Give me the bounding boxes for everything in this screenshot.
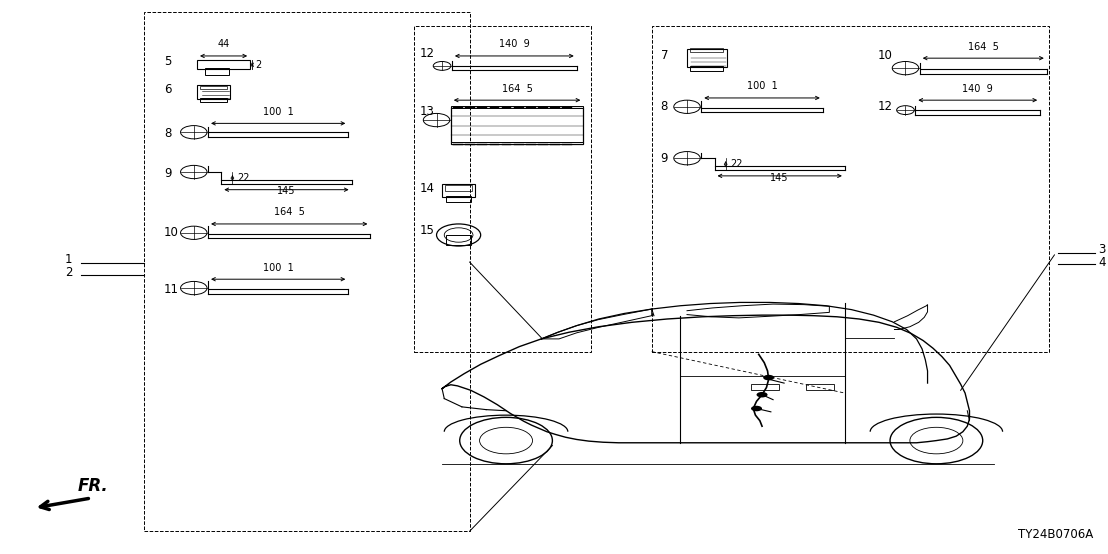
Bar — [197, 85, 230, 99]
Text: 13: 13 — [420, 105, 434, 117]
Circle shape — [757, 392, 768, 397]
Circle shape — [751, 406, 762, 411]
Text: TY24B0706A: TY24B0706A — [1018, 528, 1094, 541]
Text: 14: 14 — [420, 182, 435, 195]
Text: 145: 145 — [770, 172, 789, 182]
Text: 22: 22 — [730, 159, 742, 170]
Bar — [447, 235, 471, 245]
Bar — [751, 384, 779, 390]
Text: 11: 11 — [164, 283, 179, 296]
Bar — [690, 66, 724, 71]
Bar — [144, 12, 470, 531]
Text: 1: 1 — [64, 253, 72, 266]
Text: 7: 7 — [660, 49, 668, 63]
Bar — [414, 25, 591, 352]
Bar — [807, 384, 833, 390]
Text: 22: 22 — [237, 173, 249, 183]
Bar — [201, 98, 227, 102]
Bar — [687, 49, 727, 67]
Text: 3: 3 — [1099, 243, 1106, 257]
Text: 15: 15 — [420, 224, 434, 237]
Text: 8: 8 — [164, 127, 172, 140]
Bar — [201, 86, 227, 89]
Text: 164  5: 164 5 — [274, 207, 305, 217]
Text: 100  1: 100 1 — [263, 263, 294, 273]
Text: 164  5: 164 5 — [968, 42, 998, 52]
Bar — [690, 48, 724, 52]
Text: 100  1: 100 1 — [263, 107, 294, 117]
Text: 9: 9 — [660, 152, 668, 165]
Text: 10: 10 — [164, 226, 178, 239]
Text: 10: 10 — [878, 49, 893, 63]
Text: 140  9: 140 9 — [963, 84, 993, 94]
Text: 5: 5 — [164, 55, 172, 68]
Text: 6: 6 — [164, 83, 172, 96]
Bar — [197, 60, 250, 69]
Text: 12: 12 — [420, 47, 435, 60]
Text: 4: 4 — [1099, 255, 1106, 269]
Text: 2: 2 — [64, 265, 72, 279]
Bar — [451, 107, 583, 145]
Text: 12: 12 — [878, 100, 893, 114]
Bar — [205, 68, 229, 75]
Text: 44: 44 — [217, 39, 229, 49]
Text: 140  9: 140 9 — [499, 39, 530, 49]
Circle shape — [763, 375, 774, 381]
Text: FR.: FR. — [78, 477, 109, 495]
Text: 2: 2 — [256, 60, 261, 70]
Text: 8: 8 — [660, 100, 668, 114]
Bar — [451, 142, 583, 145]
Bar — [451, 106, 583, 108]
Text: 9: 9 — [164, 167, 172, 179]
Text: 145: 145 — [277, 186, 296, 196]
Text: 164  5: 164 5 — [502, 84, 533, 94]
Bar — [447, 196, 471, 202]
Bar — [652, 25, 1049, 352]
Bar — [442, 183, 475, 197]
Text: 100  1: 100 1 — [747, 81, 778, 91]
Bar — [445, 185, 472, 191]
